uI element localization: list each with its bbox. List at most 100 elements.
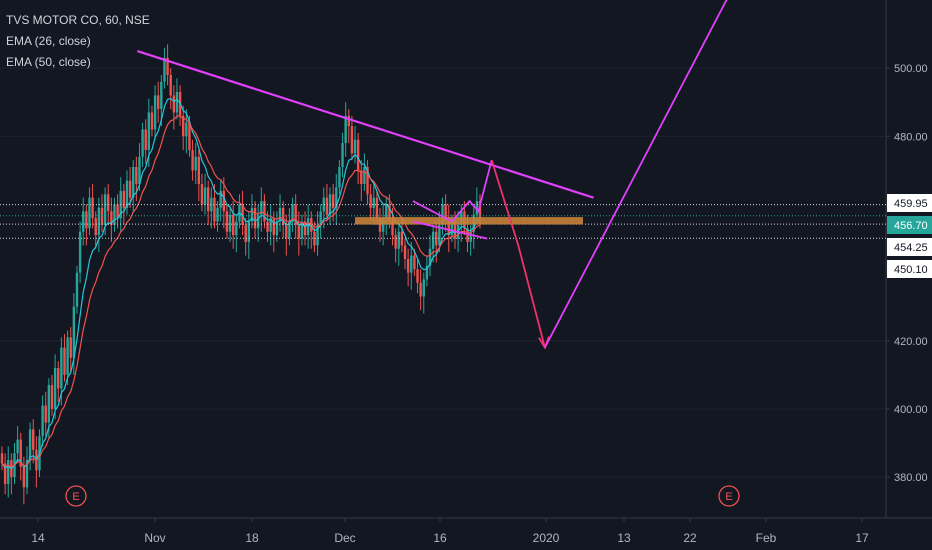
projection-zigzag	[451, 159, 493, 223]
candle-body	[97, 207, 101, 236]
candle-body	[60, 347, 63, 389]
candle-body	[425, 265, 429, 280]
candle-body	[166, 57, 169, 75]
candle-body	[169, 74, 172, 96]
candle-body	[213, 197, 216, 222]
y-tick-label: 420.00	[894, 336, 928, 348]
candle-body	[16, 439, 19, 454]
candle-body	[100, 207, 104, 225]
candle-body	[125, 180, 129, 208]
candle-body	[78, 231, 82, 273]
candle-body	[438, 224, 441, 246]
x-tick-label: 2020	[533, 531, 560, 545]
x-tick-label: Feb	[756, 531, 777, 545]
candle-body	[157, 95, 160, 110]
candle-body	[400, 231, 404, 246]
support-zone	[355, 217, 583, 225]
candle-body	[360, 170, 363, 185]
x-tick-label: 17	[855, 531, 869, 545]
projection-drop	[490, 159, 546, 348]
earnings-marker	[718, 485, 740, 507]
earnings-marker-label: E	[72, 491, 79, 503]
price-level-tag	[887, 194, 932, 212]
candle-body	[253, 207, 257, 229]
candle-body	[444, 204, 447, 219]
price-level-label: 450.10	[894, 264, 928, 276]
candle-body	[200, 184, 204, 205]
candle-body	[132, 166, 135, 198]
candle-body	[397, 231, 400, 249]
candle-body	[44, 405, 47, 423]
legend-ema50[interactable]: EMA (50, close)	[6, 55, 91, 69]
candle-body	[316, 224, 319, 246]
candle-body	[150, 112, 154, 130]
candle-body	[453, 221, 457, 239]
candle-body	[107, 194, 110, 212]
current-price-tag	[887, 216, 932, 234]
candle-body	[353, 139, 357, 154]
candle-body	[435, 231, 438, 246]
projection-arrowhead	[538, 336, 550, 350]
chart-legend: TVS MOTOR CO, 60, NSE EMA (26, close) EM…	[6, 10, 150, 73]
candle-body	[256, 214, 260, 229]
candle-body	[231, 214, 235, 236]
candle-body	[7, 460, 10, 484]
legend-ema26[interactable]: EMA (26, close)	[6, 34, 91, 48]
candle-body	[25, 460, 29, 488]
candle-body	[175, 92, 179, 113]
candle-body	[266, 221, 269, 232]
candle-body	[350, 126, 354, 154]
y-tick-label: 400.00	[894, 404, 928, 416]
candle-body	[419, 282, 422, 297]
candle-body	[250, 207, 254, 222]
candle-body	[50, 385, 54, 409]
candle-body	[72, 306, 76, 358]
candle-body	[294, 204, 297, 225]
candle-body	[363, 166, 366, 185]
candle-body	[325, 197, 329, 215]
trendline-line	[136, 50, 594, 199]
x-tick-label: 16	[433, 531, 447, 545]
candle-body	[260, 201, 263, 215]
y-tick-label: 480.00	[894, 131, 928, 143]
x-tick-label: 22	[683, 531, 697, 545]
candle-body	[222, 190, 226, 212]
ema26-line	[1, 97, 481, 470]
candle-body	[247, 221, 251, 242]
candle-body	[341, 143, 344, 167]
candle-body	[322, 197, 325, 212]
candle-body	[378, 218, 382, 232]
candle-body	[335, 187, 338, 208]
candle-body	[138, 156, 141, 185]
x-tick-label: Dec	[334, 531, 355, 545]
y-tick-label: 380.00	[894, 472, 928, 484]
projection-up-line	[544, 0, 728, 349]
candle-body	[413, 255, 416, 270]
candle-body	[94, 218, 97, 236]
candle-body	[32, 429, 35, 450]
legend-symbol[interactable]: TVS MOTOR CO, 60, NSE	[6, 13, 150, 27]
candle-body	[3, 463, 7, 484]
candle-body	[66, 337, 69, 375]
candle-body	[203, 187, 207, 205]
candle-body	[291, 204, 294, 222]
candle-body	[194, 156, 197, 171]
candle-body	[47, 385, 51, 423]
candle-body	[403, 245, 407, 259]
candle-body	[347, 115, 350, 127]
x-tick-label: Nov	[144, 531, 165, 545]
price-level-label: 459.95	[894, 198, 928, 210]
price-level-tag	[887, 238, 932, 256]
candle-body	[210, 197, 213, 212]
candle-body	[344, 115, 347, 144]
candle-body	[394, 235, 397, 249]
candle-body	[103, 194, 107, 225]
price-level-label: 454.25	[894, 242, 928, 254]
price-level-tag	[887, 260, 932, 278]
candle-body	[385, 204, 388, 219]
candle-body	[450, 221, 454, 236]
candle-body	[372, 197, 375, 208]
candle-body	[172, 95, 176, 113]
current-price-label: 456.70	[894, 220, 928, 232]
